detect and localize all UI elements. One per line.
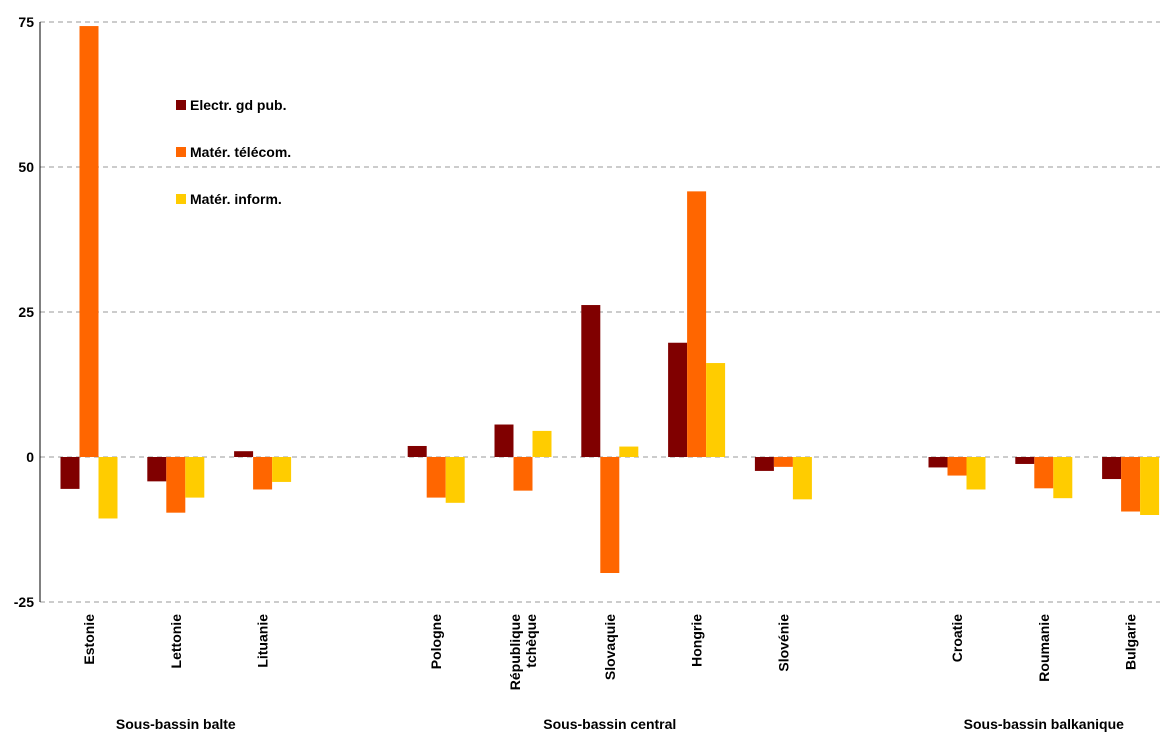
group-label: Sous-bassin central <box>543 716 676 732</box>
category-label: Hongrie <box>689 614 705 667</box>
category-label: Roumanie <box>1036 614 1052 682</box>
bar <box>234 451 254 457</box>
bar <box>272 457 292 482</box>
bar <box>773 457 793 467</box>
bar <box>513 457 533 491</box>
y-tick-label: 75 <box>18 14 34 30</box>
bars <box>60 26 1160 573</box>
bar <box>532 430 552 457</box>
bar <box>60 457 80 489</box>
category-label: Pologne <box>428 614 444 669</box>
bar <box>147 457 167 482</box>
bar <box>792 457 812 500</box>
bar <box>445 457 465 503</box>
bar <box>1034 457 1054 489</box>
bar <box>706 363 726 457</box>
bar <box>407 445 427 457</box>
bar <box>1121 457 1141 512</box>
category-label: Croatie <box>949 614 965 662</box>
category-label: Slovaquie <box>602 614 618 680</box>
bar <box>1140 457 1160 515</box>
group-label: Sous-bassin balkanique <box>964 716 1124 732</box>
category-label: Lituanie <box>255 614 271 668</box>
bar <box>1053 457 1073 499</box>
legend-label: Matér. inform. <box>190 191 282 207</box>
legend-swatch <box>176 194 186 204</box>
category-label: Bulgarie <box>1123 614 1139 670</box>
category-label: Lettonie <box>168 614 184 669</box>
category-labels: Estonie Lettonie Lituanie Pologne République… <box>81 614 1139 690</box>
y-tick-label: 0 <box>26 449 34 465</box>
bar <box>600 457 620 573</box>
bar <box>619 446 639 457</box>
bar <box>79 26 99 458</box>
legend-label: Matér. télécom. <box>190 144 291 160</box>
bar <box>687 191 707 458</box>
category-label: Slovénie <box>775 614 791 672</box>
bar <box>1015 457 1035 464</box>
legend-swatch <box>176 100 186 110</box>
y-tick-label: 25 <box>18 304 34 320</box>
bar <box>947 457 967 476</box>
bar <box>754 457 774 471</box>
group-labels: Sous-bassin balte Sous-bassin central Sous… <box>116 716 1124 732</box>
category-label: Estonie <box>81 614 97 665</box>
y-tick-labels: -25 0 25 50 75 <box>14 14 34 610</box>
bar <box>494 424 514 457</box>
bar <box>668 342 688 457</box>
legend-swatch <box>176 147 186 157</box>
y-tick-label: -25 <box>14 594 34 610</box>
legend-label: Electr. gd pub. <box>190 97 286 113</box>
bar <box>581 305 601 457</box>
y-tick-label: 50 <box>18 159 34 175</box>
legend: Electr. gd pub. Matér. télécom. Matér. inf… <box>176 97 291 207</box>
group-label: Sous-bassin balte <box>116 716 236 732</box>
bar <box>928 457 948 468</box>
bar <box>966 457 986 490</box>
bar <box>253 457 273 490</box>
bar <box>98 457 118 519</box>
category-label: Républiquetchèque <box>507 614 539 690</box>
bar <box>185 457 205 498</box>
bar <box>1102 457 1122 480</box>
bar <box>426 457 446 498</box>
bar <box>166 457 186 513</box>
